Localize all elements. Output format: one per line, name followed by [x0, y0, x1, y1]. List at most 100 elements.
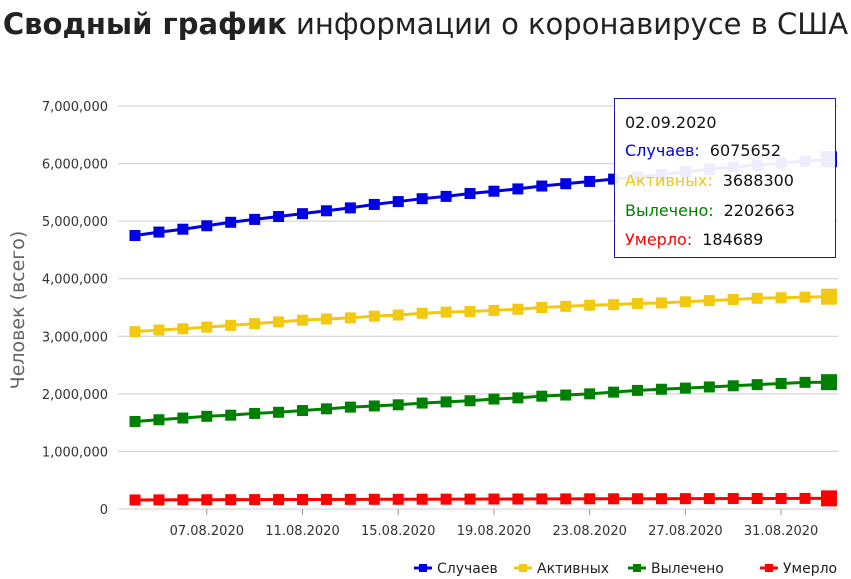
data-point[interactable] — [129, 415, 141, 427]
data-point[interactable] — [392, 399, 404, 411]
data-point[interactable] — [727, 493, 739, 505]
data-point[interactable] — [632, 384, 644, 396]
data-point[interactable] — [751, 492, 763, 504]
data-point[interactable] — [440, 190, 452, 202]
data-point[interactable] — [416, 397, 428, 409]
data-point[interactable] — [344, 493, 356, 505]
data-point[interactable] — [584, 493, 596, 505]
data-point[interactable] — [512, 392, 524, 404]
data-point[interactable] — [488, 493, 500, 505]
data-point[interactable] — [440, 396, 452, 408]
data-point[interactable] — [512, 303, 524, 315]
data-point[interactable] — [153, 226, 165, 238]
data-point[interactable] — [584, 299, 596, 311]
data-point[interactable] — [560, 493, 572, 505]
data-point[interactable] — [488, 304, 500, 316]
data-point[interactable] — [655, 297, 667, 309]
data-point[interactable] — [464, 395, 476, 407]
data-point[interactable] — [464, 306, 476, 318]
data-point[interactable] — [297, 405, 309, 417]
data-point[interactable] — [153, 414, 165, 426]
data-point[interactable] — [320, 493, 332, 505]
data-point[interactable] — [775, 292, 787, 304]
data-point[interactable] — [177, 494, 189, 506]
data-point[interactable] — [273, 316, 285, 328]
data-point[interactable] — [273, 211, 285, 223]
data-point[interactable] — [249, 407, 261, 419]
data-point[interactable] — [177, 223, 189, 235]
data-point[interactable] — [679, 296, 691, 308]
data-point[interactable] — [344, 312, 356, 324]
data-point[interactable] — [201, 494, 213, 506]
data-point[interactable] — [440, 306, 452, 318]
data-point[interactable] — [320, 403, 332, 415]
data-point[interactable] — [679, 493, 691, 505]
data-point[interactable] — [344, 401, 356, 413]
legend-item[interactable]: Вылечено — [628, 561, 724, 577]
data-point[interactable] — [608, 386, 620, 398]
data-point[interactable] — [799, 492, 811, 504]
data-point[interactable] — [751, 379, 763, 391]
data-point[interactable] — [153, 324, 165, 336]
legend-item[interactable]: Умерло — [760, 561, 837, 577]
data-point[interactable] — [536, 390, 548, 402]
data-point[interactable] — [560, 389, 572, 401]
data-point[interactable] — [249, 494, 261, 506]
data-point[interactable] — [177, 323, 189, 335]
data-point[interactable] — [368, 400, 380, 412]
data-point[interactable] — [297, 208, 309, 220]
data-point[interactable] — [775, 377, 787, 389]
data-point[interactable] — [584, 388, 596, 400]
data-point[interactable] — [225, 409, 237, 421]
legend-item[interactable]: Случаев — [414, 561, 498, 577]
data-point[interactable] — [655, 383, 667, 395]
data-point[interactable] — [297, 314, 309, 326]
data-point[interactable] — [608, 173, 620, 185]
data-point[interactable] — [392, 196, 404, 208]
data-point[interactable] — [655, 493, 667, 505]
data-point[interactable] — [560, 178, 572, 190]
data-point[interactable] — [201, 410, 213, 422]
data-point[interactable] — [177, 412, 189, 424]
data-point[interactable] — [201, 220, 213, 232]
data-point[interactable] — [512, 183, 524, 195]
data-point[interactable] — [129, 494, 141, 506]
data-point[interactable] — [751, 292, 763, 304]
data-point[interactable] — [440, 493, 452, 505]
data-point[interactable] — [632, 493, 644, 505]
data-point[interactable] — [368, 310, 380, 322]
data-point[interactable] — [727, 293, 739, 305]
data-point[interactable] — [153, 494, 165, 506]
data-point[interactable] — [201, 321, 213, 333]
data-point[interactable] — [703, 295, 715, 307]
data-point[interactable] — [297, 494, 309, 506]
data-point[interactable] — [320, 313, 332, 325]
data-point[interactable] — [536, 493, 548, 505]
data-point[interactable] — [464, 188, 476, 200]
data-point[interactable] — [416, 493, 428, 505]
data-point[interactable] — [249, 318, 261, 330]
data-point[interactable] — [608, 493, 620, 505]
legend-item[interactable]: Активных — [514, 561, 609, 577]
data-point[interactable] — [225, 494, 237, 506]
data-point[interactable] — [488, 185, 500, 197]
data-point[interactable] — [249, 213, 261, 225]
data-point[interactable] — [416, 193, 428, 205]
data-point[interactable] — [225, 319, 237, 331]
data-point[interactable] — [464, 493, 476, 505]
data-point[interactable] — [129, 326, 141, 338]
data-point[interactable] — [368, 493, 380, 505]
data-point[interactable] — [820, 288, 837, 305]
data-point[interactable] — [799, 376, 811, 388]
data-point[interactable] — [608, 299, 620, 311]
data-point[interactable] — [703, 493, 715, 505]
data-point[interactable] — [129, 230, 141, 242]
data-point[interactable] — [536, 302, 548, 313]
data-point[interactable] — [799, 291, 811, 303]
data-point[interactable] — [225, 216, 237, 228]
data-point[interactable] — [727, 380, 739, 392]
data-point[interactable] — [488, 393, 500, 405]
data-point[interactable] — [392, 309, 404, 321]
data-point[interactable] — [703, 381, 715, 393]
data-point[interactable] — [560, 300, 572, 312]
